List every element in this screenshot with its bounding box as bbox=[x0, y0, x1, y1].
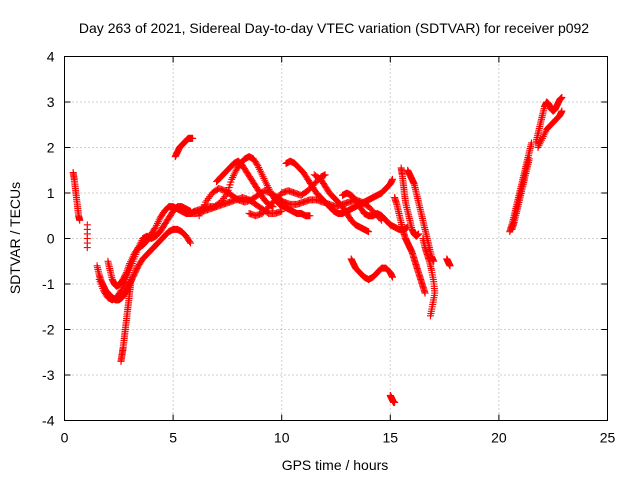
data-point bbox=[116, 288, 124, 296]
series-track-o bbox=[339, 189, 412, 233]
series-track-e bbox=[104, 203, 199, 290]
series-track-s bbox=[391, 194, 429, 297]
data-point bbox=[421, 289, 429, 297]
data-point bbox=[83, 244, 91, 252]
data-point bbox=[127, 280, 135, 288]
data-point bbox=[446, 262, 454, 270]
series-track-z bbox=[534, 107, 566, 151]
plot-frame bbox=[64, 56, 608, 421]
series-track-n bbox=[310, 171, 373, 236]
y-axis-label: SDTVAR / TECUs bbox=[7, 182, 23, 294]
series-track-x bbox=[508, 155, 533, 233]
data-point bbox=[365, 228, 373, 236]
y-tick-label: 3 bbox=[47, 94, 55, 110]
y-tick-label: -1 bbox=[42, 276, 55, 292]
series-track-y bbox=[532, 93, 566, 147]
x-tick-label: 15 bbox=[383, 430, 399, 446]
data-point bbox=[186, 239, 194, 247]
x-axis-label: GPS time / hours bbox=[282, 457, 389, 473]
tick-labels: 0 5 10 15 20 25 -4 -3 -2 -1 0 1 2 3 4 bbox=[42, 49, 615, 446]
x-tick-label: 0 bbox=[61, 430, 69, 446]
series-track-b bbox=[83, 221, 91, 252]
series-track-u bbox=[419, 235, 439, 320]
series-track-t bbox=[397, 164, 423, 240]
data-point bbox=[186, 238, 194, 246]
y-tick-label: -4 bbox=[42, 413, 55, 429]
data-point bbox=[388, 175, 396, 183]
data-point bbox=[415, 230, 423, 238]
chart-title: Day 263 of 2021, Sidereal Day-to-day VTE… bbox=[79, 20, 589, 36]
x-tick-label: 5 bbox=[169, 430, 177, 446]
series-track-k bbox=[213, 157, 277, 211]
series-track-r bbox=[404, 166, 438, 265]
data-point bbox=[306, 212, 314, 220]
x-tick-label: 10 bbox=[274, 430, 290, 446]
data-point bbox=[76, 216, 84, 224]
x-tick-label: 25 bbox=[600, 430, 616, 446]
x-tick-label: 20 bbox=[491, 430, 507, 446]
data-marks bbox=[69, 93, 566, 406]
data-point bbox=[388, 273, 396, 281]
data-point bbox=[391, 398, 399, 406]
series-track-f bbox=[117, 280, 135, 365]
y-tick-label: 2 bbox=[47, 140, 55, 156]
y-tick-label: -2 bbox=[42, 322, 55, 338]
data-point bbox=[558, 93, 566, 101]
series-track-g bbox=[171, 134, 197, 161]
series-track-q bbox=[386, 391, 399, 406]
data-point bbox=[189, 134, 197, 142]
series-track-l bbox=[282, 157, 396, 217]
data-point bbox=[278, 207, 286, 215]
y-tick-label: 1 bbox=[47, 185, 55, 201]
data-point bbox=[558, 107, 566, 115]
series-track-p bbox=[347, 255, 396, 283]
series-track-a bbox=[69, 169, 84, 224]
y-tick-label: -3 bbox=[42, 367, 55, 383]
data-point bbox=[525, 155, 533, 163]
y-tick-label: 4 bbox=[47, 49, 55, 65]
data-point bbox=[253, 160, 261, 168]
data-point bbox=[426, 312, 434, 320]
series-track-m bbox=[245, 171, 329, 220]
series-track-v bbox=[443, 255, 454, 270]
data-point bbox=[122, 270, 130, 278]
series-track-w bbox=[506, 139, 535, 236]
data-point bbox=[321, 171, 329, 179]
grid bbox=[64, 56, 608, 421]
data-point bbox=[151, 224, 159, 232]
y-tick-label: 0 bbox=[47, 231, 55, 247]
